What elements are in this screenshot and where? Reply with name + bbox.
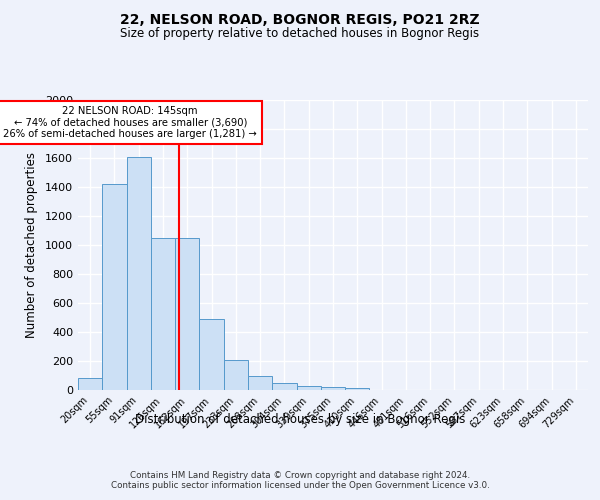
Bar — [127, 156, 151, 390]
Bar — [296, 386, 321, 390]
Bar — [224, 360, 248, 390]
Bar — [175, 238, 199, 390]
Bar — [345, 388, 370, 390]
Bar — [102, 184, 127, 390]
Bar — [78, 378, 102, 390]
Bar — [272, 384, 296, 390]
Bar — [151, 238, 175, 390]
Text: Contains HM Land Registry data © Crown copyright and database right 2024.
Contai: Contains HM Land Registry data © Crown c… — [110, 470, 490, 490]
Text: Size of property relative to detached houses in Bognor Regis: Size of property relative to detached ho… — [121, 28, 479, 40]
Bar — [199, 319, 224, 390]
Bar — [248, 376, 272, 390]
Text: 22 NELSON ROAD: 145sqm
← 74% of detached houses are smaller (3,690)
26% of semi-: 22 NELSON ROAD: 145sqm ← 74% of detached… — [4, 106, 257, 139]
Text: 22, NELSON ROAD, BOGNOR REGIS, PO21 2RZ: 22, NELSON ROAD, BOGNOR REGIS, PO21 2RZ — [120, 12, 480, 26]
Text: Distribution of detached houses by size in Bognor Regis: Distribution of detached houses by size … — [135, 412, 465, 426]
Y-axis label: Number of detached properties: Number of detached properties — [25, 152, 38, 338]
Bar — [321, 387, 345, 390]
